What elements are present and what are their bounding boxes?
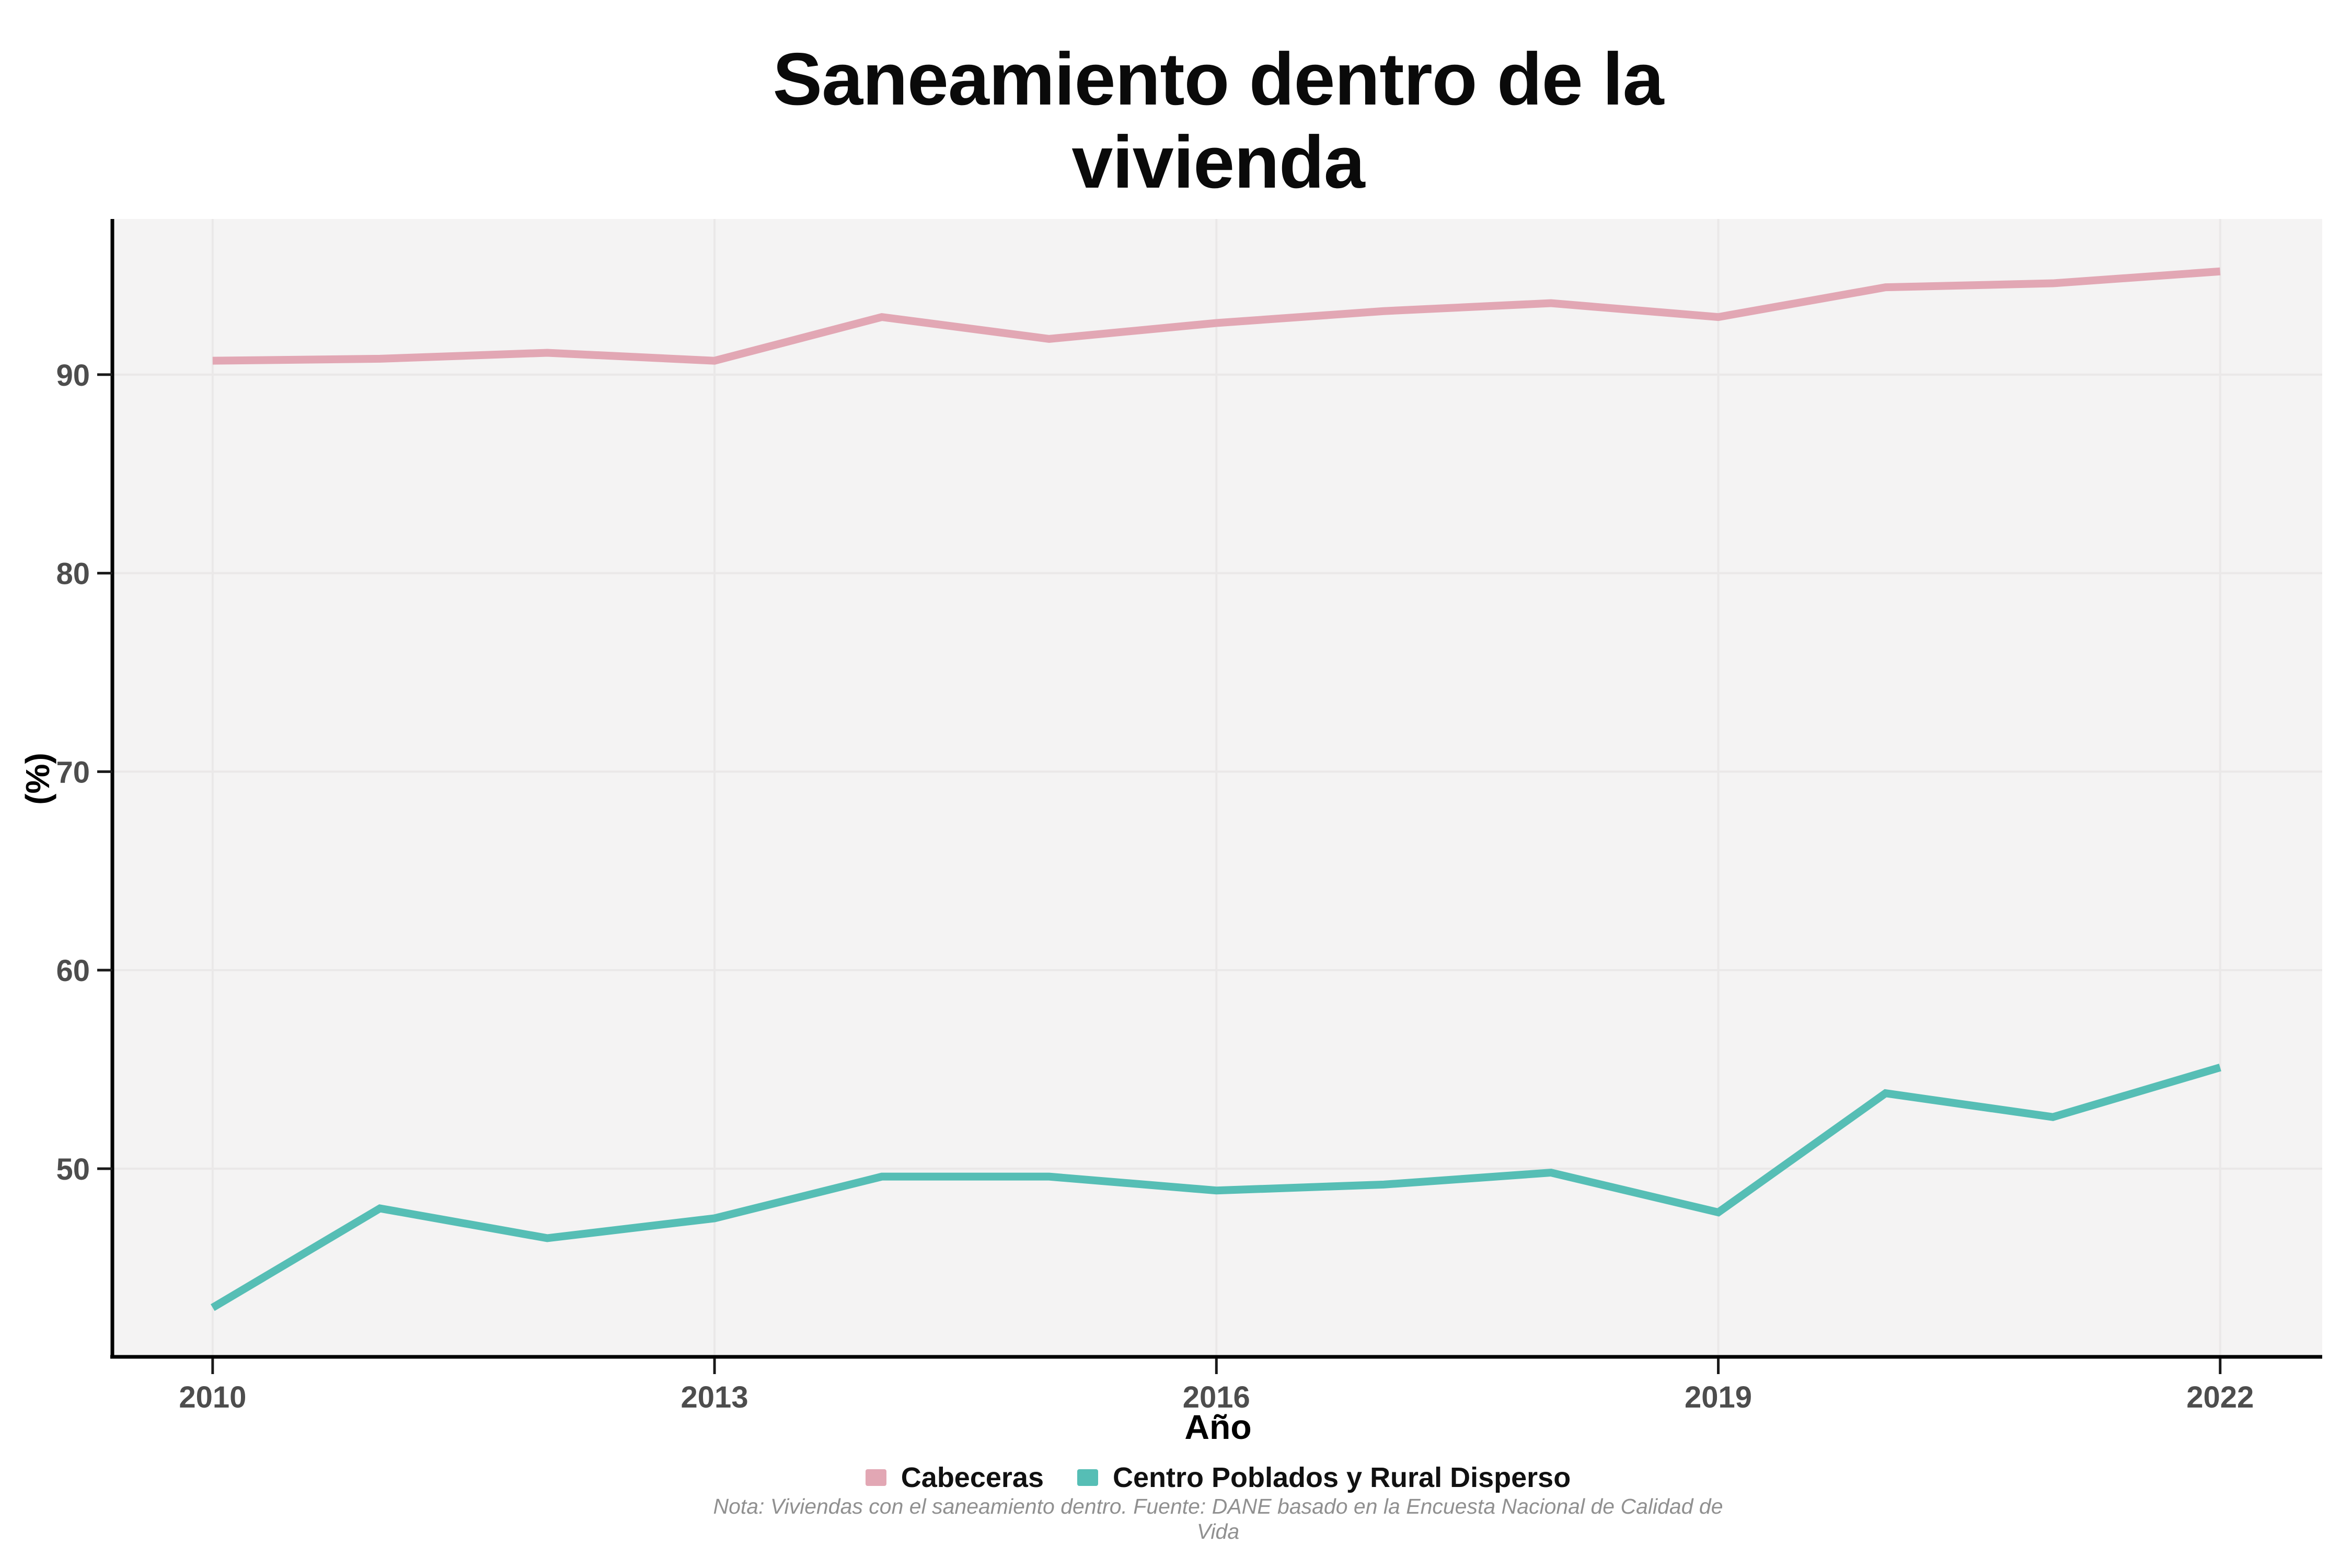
y-tick-label: 60: [56, 954, 90, 988]
chart-title-line-1: Saneamiento dentro de la: [773, 38, 1664, 121]
legend-item-centro-poblados: Centro Poblados y Rural Disperso: [1077, 1461, 1571, 1494]
x-tick-label: 2022: [2186, 1380, 2254, 1414]
x-axis-label: Año: [1184, 1408, 1252, 1446]
chart-title: Saneamiento dentro de la vivienda: [114, 38, 2322, 204]
legend-label-centro-poblados: Centro Poblados y Rural Disperso: [1113, 1462, 1571, 1493]
y-tick-label: 50: [56, 1152, 90, 1186]
panel-background: [114, 219, 2322, 1355]
x-tick-label: 2016: [1183, 1380, 1250, 1414]
series-line-cabeceras: [212, 267, 2221, 365]
legend-label-cabeceras: Cabeceras: [901, 1462, 1044, 1493]
source-note-line-1: Nota: Viviendas con el saneamiento dentr…: [713, 1494, 1723, 1518]
source-note-line-2: Vida: [1196, 1519, 1240, 1544]
legend-key-centro-poblados-swatch: [1077, 1469, 1098, 1486]
legend-item-cabeceras: Cabeceras: [865, 1461, 1044, 1494]
legend: Cabeceras Centro Poblados y Rural Disper…: [114, 1461, 2322, 1494]
x-tick-label: 2010: [179, 1380, 246, 1414]
source-note: Nota: Viviendas con el saneamiento dentr…: [114, 1494, 2322, 1544]
y-tick-label: 70: [56, 755, 90, 789]
series-line-centro-poblados: [211, 1064, 2221, 1311]
y-tick-label: 90: [56, 359, 90, 393]
chart-title-line-2: vivienda: [1071, 121, 1365, 204]
legend-key-cabeceras-swatch: [865, 1469, 886, 1486]
y-tick-label: 80: [56, 557, 90, 591]
x-tick-label: 2019: [1685, 1380, 1752, 1414]
x-tick-label: 2013: [681, 1380, 748, 1414]
